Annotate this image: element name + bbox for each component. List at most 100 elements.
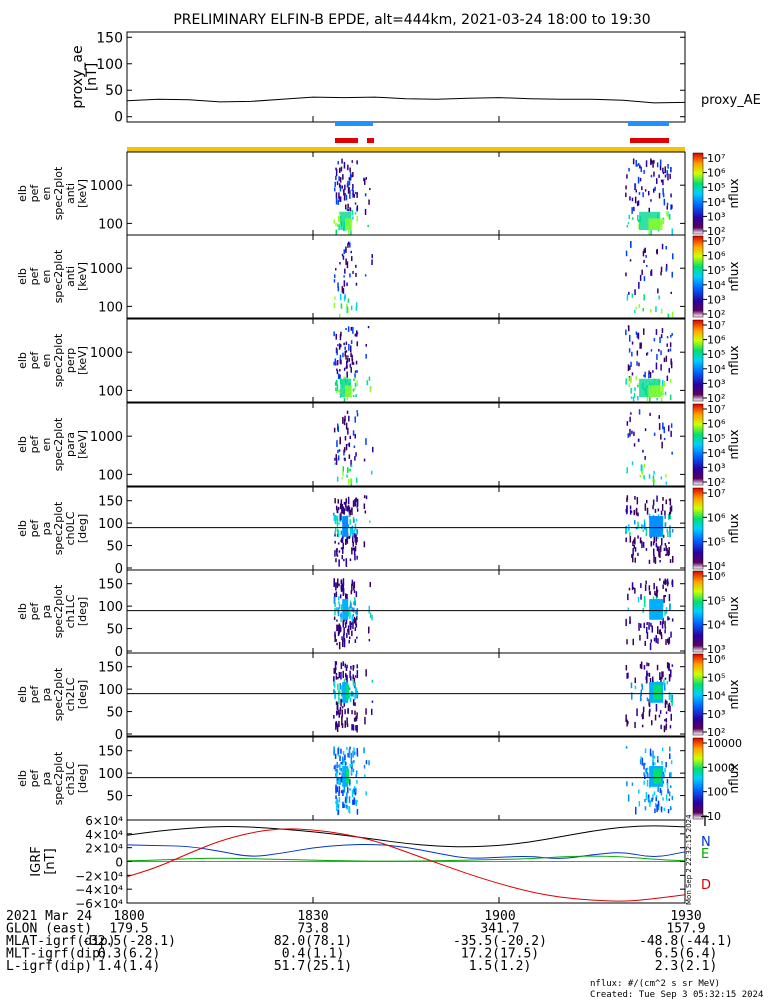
spectrogram-cell: [348, 344, 350, 351]
ylabel-line: spec2plot: [52, 501, 65, 555]
spectrogram-cell: [671, 333, 673, 336]
spectrogram-cell: [650, 158, 652, 165]
spectrogram-cell: [665, 718, 668, 723]
spectrogram-cell: [646, 672, 649, 676]
spectrogram-cell: [339, 772, 341, 775]
spectrogram-cell: [342, 352, 344, 358]
spectrogram-cell: [335, 458, 338, 465]
y-tick-label: 0: [115, 856, 123, 870]
spectrogram-cell: [637, 215, 639, 221]
spectrogram-cell: [627, 364, 630, 372]
spectrogram-cell: [336, 528, 339, 533]
spectrogram-cell: [633, 539, 635, 543]
spectrogram-cell: [653, 755, 656, 759]
spectrogram-cell: [349, 468, 351, 472]
ylabel-line: [deg]: [76, 597, 89, 626]
panel-frame: [126, 234, 686, 319]
cbar-tick-label: 10⁷: [707, 152, 725, 165]
spectrogram-cell: [634, 196, 637, 204]
spectrogram-cell: [338, 786, 341, 794]
cbar-tick-label: 10⁶: [707, 653, 726, 666]
spectrogram-cell: [671, 795, 674, 801]
spectrogram-cell: [349, 746, 351, 750]
y-tick-label: 0: [115, 728, 123, 743]
spectrogram-cell: [354, 554, 356, 561]
spectrogram-cell: [349, 697, 352, 702]
spectrogram-cell: [334, 550, 336, 557]
spectrogram-cell: [334, 358, 337, 365]
spectrogram-cell: [625, 527, 627, 535]
spectrogram-cell: [333, 677, 335, 681]
spectrogram-cell: [348, 748, 351, 754]
spectrogram-cell: [354, 456, 356, 461]
spectrogram-cell: [340, 698, 342, 707]
spectrogram-cell: [643, 772, 645, 776]
spectrogram-cell: [669, 531, 671, 538]
spectrogram-cell: [356, 670, 359, 678]
spectrogram-cell: [650, 639, 652, 643]
spectrogram-cell: [334, 498, 336, 504]
spectrogram-cell: [655, 329, 658, 335]
spectrogram-cell: [348, 442, 351, 448]
spectrogram-cell: [350, 230, 352, 237]
spectrogram-cell: [338, 720, 340, 728]
y-tick-label: 150: [98, 495, 123, 510]
spectrogram-cell: [664, 620, 666, 627]
ylabel-line: pa: [40, 772, 53, 786]
spectrogram-cell: [344, 293, 346, 300]
spectrogram-cell: [352, 530, 354, 533]
spectrogram-cell: [341, 158, 343, 164]
spectrogram-cell: [354, 597, 356, 605]
spectrogram-cell: [353, 547, 356, 555]
spectrogram-cell: [625, 185, 627, 190]
spectrogram-cell: [644, 597, 646, 603]
spectrogram-cell: [657, 638, 659, 644]
spectrogram-cell: [639, 537, 642, 544]
spectrogram-cell: [649, 708, 651, 713]
spectrogram-cell: [626, 421, 629, 426]
spectrogram-cell: [351, 209, 353, 216]
spectrogram-cell: [665, 246, 667, 250]
panel-bg: [127, 653, 685, 736]
spectrogram-cell: [667, 550, 670, 557]
spectrogram-cell: [652, 475, 655, 482]
ylabel-line: pef: [28, 769, 41, 788]
y-tick-label: 50: [106, 623, 123, 638]
spectrogram-cell: [653, 338, 656, 342]
spectrogram-cell: [646, 622, 648, 625]
spectrogram-cell: [656, 590, 658, 598]
spectrogram-cell: [339, 374, 341, 380]
spectrogram-cell: [350, 352, 352, 357]
spectrogram-cell: [335, 192, 338, 198]
spectrogram-cell: [350, 305, 353, 311]
footer-value: 51.7(25.1): [274, 959, 352, 974]
spectrogram-cell: [347, 203, 349, 209]
panel-ylabel: elbpefpaspec2plotch2LC[deg]: [16, 667, 89, 721]
spectrogram-cell: [671, 581, 674, 588]
spectrogram-cell: [343, 640, 346, 648]
spectrogram-cell: [334, 540, 336, 544]
spectrogram-cell: [660, 350, 662, 356]
spectrogram-cell: [643, 780, 645, 785]
footer-value: 1930: [670, 909, 701, 924]
spectrogram-cell: [663, 807, 666, 811]
spectrogram-cell: [344, 756, 346, 761]
spectrogram-cell: [662, 422, 664, 430]
colorbar: [692, 403, 704, 486]
spectrogram-cell: [356, 725, 358, 733]
spectrogram-cell: [628, 376, 630, 382]
spectrogram-cell: [347, 427, 349, 435]
footer-value: -32.5(-28.1): [82, 934, 176, 949]
spectrogram-cell: [662, 167, 664, 173]
spectrogram-cell: [653, 479, 656, 483]
colorbar: [692, 653, 704, 736]
spectrogram-cell: [667, 173, 669, 181]
spectrogram-cell: [655, 704, 658, 712]
spectrogram-cell: [342, 670, 344, 679]
footer-value: 73.8: [297, 922, 328, 937]
spectrogram-cell: [659, 336, 661, 344]
footer-value: 2.3(2.1): [655, 959, 718, 974]
spectrogram-cell: [336, 642, 338, 646]
spectrogram-cell: [665, 639, 667, 645]
spectrogram-cell: [648, 672, 651, 677]
